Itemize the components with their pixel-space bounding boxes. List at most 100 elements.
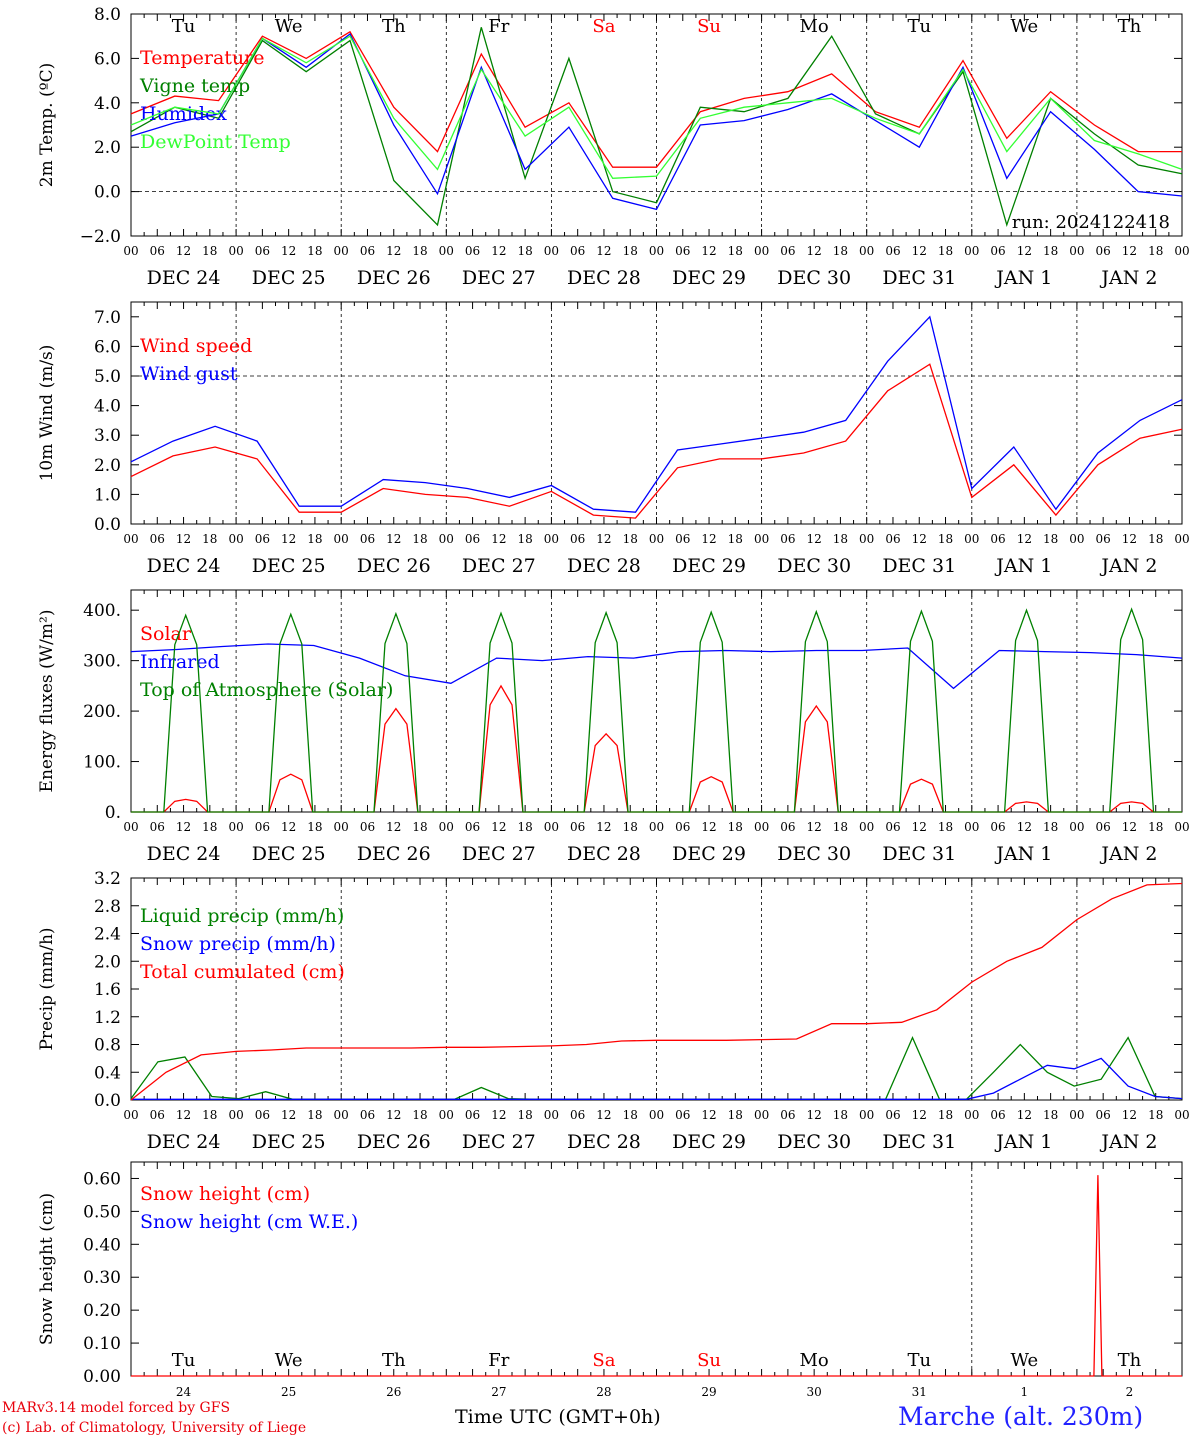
date-label: DEC 25: [252, 843, 326, 865]
series-line-dewpoint-temp: [130, 35, 1183, 179]
legend-entry: Infrared: [140, 651, 220, 673]
date-label: DEC 27: [462, 555, 536, 577]
hour-label: 12: [1122, 820, 1137, 834]
hour-label: 06: [675, 532, 690, 546]
hour-label: 12: [1017, 820, 1032, 834]
series-line-wind-gust: [130, 315, 1183, 513]
hour-label: 12: [807, 1108, 822, 1122]
hour-label: 00: [754, 820, 769, 834]
y-tick-label: 6.0: [94, 49, 121, 69]
day-number-label: 26: [386, 1385, 401, 1399]
hour-label: 06: [360, 820, 375, 834]
y-tick-label: 3.2: [94, 869, 121, 889]
date-label: DEC 31: [882, 843, 956, 865]
y-tick-label: 5.0: [94, 367, 121, 387]
hour-label: 06: [885, 244, 900, 258]
series-line-top-of-atmosphere-solar-: [131, 607, 1182, 813]
date-label: DEC 24: [147, 1131, 221, 1153]
weekday-label: Tu: [907, 16, 931, 37]
hour-label: 12: [912, 532, 927, 546]
hour-label: 12: [701, 820, 716, 834]
legend-entry: Vigne temp: [139, 75, 250, 97]
y-tick-label: 0.60: [83, 1169, 121, 1189]
y-tick-label: 0.: [105, 803, 121, 823]
hour-label: 00: [964, 244, 979, 258]
weekday-label: Th: [382, 16, 406, 37]
hour-label: 12: [491, 532, 506, 546]
hour-label: 18: [1043, 820, 1058, 834]
hour-label: 06: [990, 244, 1005, 258]
hour-label: 12: [807, 244, 822, 258]
legend-entry: Top of Atmosphere (Solar): [140, 679, 393, 701]
hour-label: 00: [1069, 1108, 1084, 1122]
hour-label: 12: [596, 820, 611, 834]
series-line-infrared: [130, 643, 1183, 690]
hour-label: 12: [386, 1108, 401, 1122]
hour-label: 12: [176, 244, 191, 258]
hour-label: 00: [544, 1108, 559, 1122]
weekday-label: Fr: [488, 16, 509, 37]
hour-label: 06: [1096, 532, 1111, 546]
time-axis-label: Time UTC (GMT+0h): [455, 1406, 661, 1428]
hour-label: 06: [360, 532, 375, 546]
date-label: DEC 29: [672, 555, 746, 577]
weekday-label: Su: [697, 1350, 721, 1371]
hour-label: 18: [728, 532, 743, 546]
hour-label: 18: [623, 532, 638, 546]
hour-label: 06: [255, 532, 270, 546]
hour-label: 00: [228, 820, 243, 834]
date-label: JAN 2: [1099, 267, 1157, 289]
day-number-label: 29: [701, 1385, 716, 1399]
hour-label: 00: [228, 532, 243, 546]
hour-label: 12: [176, 820, 191, 834]
legend-entry: Snow precip (mm/h): [140, 933, 336, 955]
hour-label: 12: [386, 532, 401, 546]
hour-label: 06: [255, 820, 270, 834]
hour-label: 06: [570, 244, 585, 258]
hour-label: 18: [517, 244, 532, 258]
hour-label: 00: [1174, 244, 1189, 258]
hour-label: 12: [1017, 1108, 1032, 1122]
hour-label: 12: [281, 820, 296, 834]
day-number-label: 27: [491, 1385, 506, 1399]
hour-label: 12: [596, 532, 611, 546]
y-tick-label: 400.: [83, 601, 121, 621]
hour-label: 12: [701, 532, 716, 546]
date-label: DEC 31: [882, 555, 956, 577]
y-tick-label: 1.0: [94, 485, 121, 505]
hour-label: 00: [334, 820, 349, 834]
hour-label: 00: [544, 532, 559, 546]
hour-label: 00: [964, 820, 979, 834]
hour-label: 18: [1148, 532, 1163, 546]
y-axis-label: Energy fluxes (W/m²): [37, 610, 57, 793]
hour-label: 18: [202, 244, 217, 258]
hour-label: 12: [596, 244, 611, 258]
weekday-label: Mo: [800, 16, 829, 37]
hour-label: 12: [701, 1108, 716, 1122]
date-label: DEC 25: [252, 1131, 326, 1153]
y-tick-label: 4.0: [94, 94, 121, 114]
hour-label: 12: [1017, 244, 1032, 258]
weekday-label: Mo: [800, 1350, 829, 1371]
date-label: JAN 2: [1099, 555, 1157, 577]
hour-label: 18: [412, 244, 427, 258]
hour-label: 00: [859, 820, 874, 834]
hour-label: 06: [570, 532, 585, 546]
hour-label: 00: [649, 532, 664, 546]
weekday-label: We: [275, 16, 303, 37]
hour-label: 00: [649, 1108, 664, 1122]
y-tick-label: 0.30: [83, 1268, 121, 1288]
hour-label: 12: [807, 820, 822, 834]
hour-label: 18: [1043, 244, 1058, 258]
hour-label: 12: [491, 1108, 506, 1122]
y-tick-label: 0.8: [94, 1036, 121, 1056]
weekday-label: Sa: [592, 16, 615, 37]
hour-label: 06: [570, 1108, 585, 1122]
legend-entry: Snow height (cm): [140, 1183, 310, 1205]
hour-label: 00: [649, 820, 664, 834]
date-label: DEC 29: [672, 267, 746, 289]
y-tick-label: 100.: [83, 753, 121, 773]
hour-label: 00: [1174, 532, 1189, 546]
hour-label: 00: [439, 820, 454, 834]
